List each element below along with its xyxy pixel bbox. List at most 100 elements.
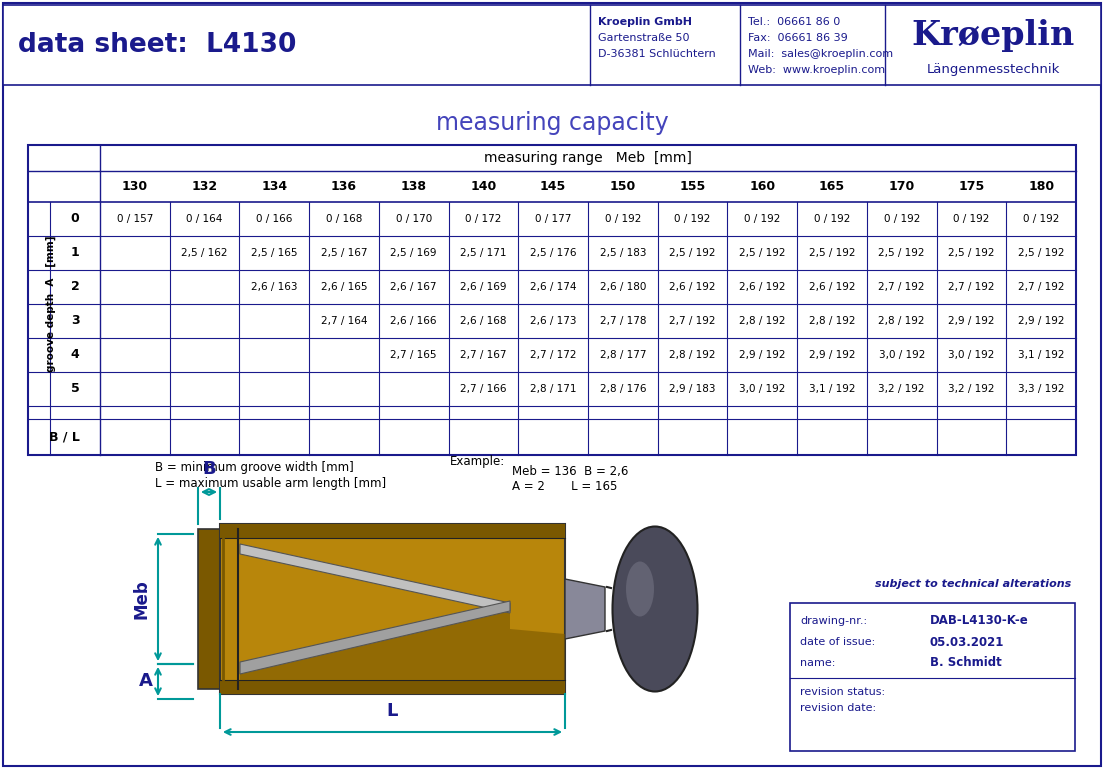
Text: 2,9 / 192: 2,9 / 192 — [739, 350, 786, 360]
Text: 3: 3 — [71, 315, 79, 328]
Text: 130: 130 — [121, 180, 148, 193]
Ellipse shape — [626, 561, 654, 617]
Text: 2,8 / 192: 2,8 / 192 — [879, 316, 925, 326]
Text: 0 / 157: 0 / 157 — [117, 214, 153, 224]
Bar — [220, 680, 565, 694]
Text: L = maximum usable arm length [mm]: L = maximum usable arm length [mm] — [155, 477, 386, 490]
Text: 180: 180 — [1028, 180, 1054, 193]
Text: drawing-nr.:: drawing-nr.: — [800, 616, 867, 626]
Text: 2,8 / 192: 2,8 / 192 — [669, 350, 715, 360]
Text: 2,5 / 192: 2,5 / 192 — [669, 248, 715, 258]
Text: 2,9 / 192: 2,9 / 192 — [1018, 316, 1064, 326]
Text: 3,2 / 192: 3,2 / 192 — [948, 384, 995, 394]
Bar — [3, 5, 1101, 85]
Text: 3,0 / 192: 3,0 / 192 — [879, 350, 925, 360]
Text: Meb: Meb — [132, 579, 151, 619]
Text: B = minimum groove width [mm]: B = minimum groove width [mm] — [155, 461, 353, 474]
Text: 3,0 / 192: 3,0 / 192 — [948, 350, 995, 360]
Text: 2,5 / 169: 2,5 / 169 — [391, 248, 437, 258]
Text: 2,9 / 192: 2,9 / 192 — [948, 316, 995, 326]
Text: Längenmesstechnik: Längenmesstechnik — [926, 62, 1060, 75]
Text: 2,5 / 171: 2,5 / 171 — [460, 248, 507, 258]
Text: 2,7 / 178: 2,7 / 178 — [599, 316, 646, 326]
Bar — [790, 603, 1075, 751]
Text: 2,8 / 171: 2,8 / 171 — [530, 384, 576, 394]
Text: 2,9 / 192: 2,9 / 192 — [809, 350, 856, 360]
Text: 2,5 / 176: 2,5 / 176 — [530, 248, 576, 258]
Polygon shape — [240, 601, 510, 674]
Text: 0 / 192: 0 / 192 — [744, 214, 781, 224]
Polygon shape — [240, 611, 565, 680]
Text: 0 / 170: 0 / 170 — [395, 214, 432, 224]
Text: groove depth  A   [mm]: groove depth A [mm] — [46, 236, 56, 372]
Text: name:: name: — [800, 658, 836, 668]
Text: 2,6 / 180: 2,6 / 180 — [599, 282, 646, 292]
Text: 2,7 / 167: 2,7 / 167 — [460, 350, 507, 360]
Text: 0 / 192: 0 / 192 — [814, 214, 850, 224]
Text: B: B — [202, 460, 215, 478]
Text: Fax:  06661 86 39: Fax: 06661 86 39 — [749, 33, 848, 43]
Text: 150: 150 — [609, 180, 636, 193]
Text: Gartenstraße 50: Gartenstraße 50 — [598, 33, 690, 43]
Text: 2,8 / 176: 2,8 / 176 — [599, 384, 646, 394]
Text: 2,7 / 192: 2,7 / 192 — [1018, 282, 1064, 292]
Text: 165: 165 — [819, 180, 845, 193]
Text: 0 / 168: 0 / 168 — [326, 214, 362, 224]
Text: Web:  www.kroeplin.com: Web: www.kroeplin.com — [749, 65, 885, 75]
Text: 2,7 / 164: 2,7 / 164 — [321, 316, 368, 326]
Text: 3,0 / 192: 3,0 / 192 — [739, 384, 785, 394]
Text: 0 / 192: 0 / 192 — [675, 214, 711, 224]
Polygon shape — [565, 579, 605, 639]
Text: 2,6 / 166: 2,6 / 166 — [391, 316, 437, 326]
Text: 2,6 / 192: 2,6 / 192 — [669, 282, 715, 292]
Text: Meb = 136  B = 2,6: Meb = 136 B = 2,6 — [512, 464, 628, 478]
Text: 2,6 / 163: 2,6 / 163 — [251, 282, 298, 292]
Text: 2,7 / 192: 2,7 / 192 — [948, 282, 995, 292]
Text: 0 / 172: 0 / 172 — [465, 214, 501, 224]
Text: data sheet:  L4130: data sheet: L4130 — [18, 32, 296, 58]
Text: 0 / 192: 0 / 192 — [1023, 214, 1060, 224]
Text: 0 / 192: 0 / 192 — [953, 214, 989, 224]
Text: 2,6 / 165: 2,6 / 165 — [321, 282, 368, 292]
Text: 2,5 / 192: 2,5 / 192 — [948, 248, 995, 258]
Ellipse shape — [613, 527, 698, 691]
Text: 2,8 / 177: 2,8 / 177 — [599, 350, 646, 360]
Text: revision date:: revision date: — [800, 703, 877, 713]
Text: 2,7 / 165: 2,7 / 165 — [391, 350, 437, 360]
Text: measuring range   Meb  [mm]: measuring range Meb [mm] — [484, 151, 692, 165]
Text: 2,5 / 192: 2,5 / 192 — [809, 248, 856, 258]
Text: Mail:  sales@kroeplin.com: Mail: sales@kroeplin.com — [749, 49, 893, 59]
Text: 3,2 / 192: 3,2 / 192 — [879, 384, 925, 394]
Text: Tel.:  06661 86 0: Tel.: 06661 86 0 — [749, 17, 840, 27]
Text: 160: 160 — [750, 180, 775, 193]
Text: 4: 4 — [71, 348, 79, 361]
Text: Krøeplin: Krøeplin — [912, 19, 1074, 52]
Text: 132: 132 — [191, 180, 217, 193]
Text: 170: 170 — [889, 180, 915, 193]
Text: 3,1 / 192: 3,1 / 192 — [1018, 350, 1064, 360]
Text: 2,5 / 167: 2,5 / 167 — [321, 248, 368, 258]
Text: 2,8 / 192: 2,8 / 192 — [809, 316, 856, 326]
Text: Example:: Example: — [450, 454, 506, 468]
Text: 2,5 / 192: 2,5 / 192 — [739, 248, 786, 258]
Text: 136: 136 — [331, 180, 357, 193]
Text: 0 / 164: 0 / 164 — [187, 214, 223, 224]
Text: 05.03.2021: 05.03.2021 — [930, 635, 1005, 648]
Text: 2,6 / 192: 2,6 / 192 — [739, 282, 786, 292]
Bar — [220, 524, 565, 694]
Polygon shape — [240, 544, 510, 613]
Text: 134: 134 — [262, 180, 287, 193]
Text: 2,6 / 168: 2,6 / 168 — [460, 316, 507, 326]
Text: 2,7 / 192: 2,7 / 192 — [669, 316, 715, 326]
Text: 2,6 / 167: 2,6 / 167 — [391, 282, 437, 292]
Text: date of issue:: date of issue: — [800, 637, 875, 647]
Text: 2,5 / 165: 2,5 / 165 — [251, 248, 298, 258]
Text: 155: 155 — [679, 180, 705, 193]
Text: 2,8 / 192: 2,8 / 192 — [739, 316, 786, 326]
Text: 138: 138 — [401, 180, 427, 193]
Text: 3,3 / 192: 3,3 / 192 — [1018, 384, 1064, 394]
Text: 2,5 / 183: 2,5 / 183 — [599, 248, 646, 258]
Text: B. Schmidt: B. Schmidt — [930, 657, 1001, 670]
Text: 2,7 / 166: 2,7 / 166 — [460, 384, 507, 394]
Bar — [198, 529, 223, 689]
